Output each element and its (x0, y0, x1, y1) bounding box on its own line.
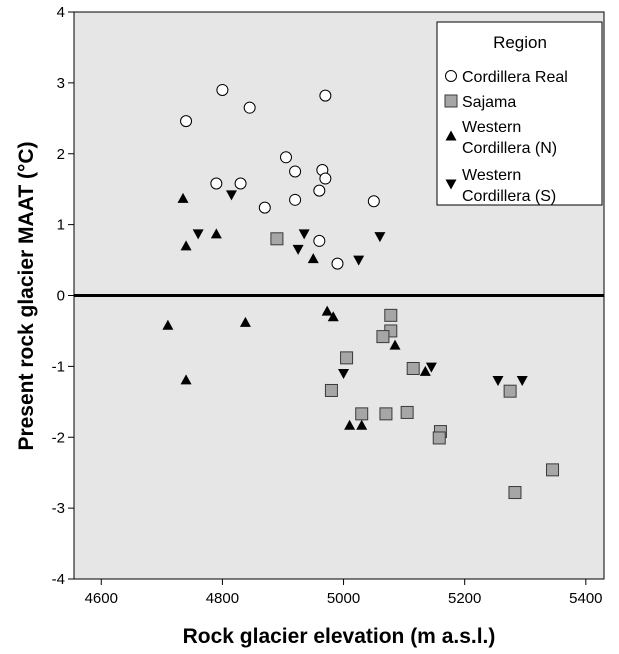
western-cordillera-n-point (356, 419, 368, 430)
cordillera-real-point (258, 201, 271, 214)
legend-label: Western (462, 119, 521, 136)
legend-title: Region (493, 33, 547, 52)
y-tick-label: 4 (57, 4, 65, 21)
legend-label: Cordillera (N) (462, 140, 557, 157)
cordillera-real-point (313, 184, 326, 197)
sajama-point (379, 407, 393, 421)
western-cordillera-n-point (344, 419, 356, 430)
cordillera-real-point (234, 177, 247, 190)
x-axis-title: Rock glacier elevation (m a.s.l.) (183, 625, 496, 648)
y-tick-label: -2 (52, 429, 65, 446)
axis-ticks: -4 -3 -2 -1 0 1 2 3 4 4600 4800 5000 5200 5400 (52, 4, 603, 607)
cordillera-real-point (367, 195, 380, 208)
legend-marker-circle (445, 70, 457, 82)
cordillera-real-point (216, 83, 229, 96)
x-tick-label: 4600 (85, 590, 118, 607)
western-cordillera-n-point (307, 253, 319, 264)
cordillera-real-point (331, 257, 344, 270)
western-cordillera-s-point (516, 376, 528, 387)
x-tick-label: 4800 (206, 590, 239, 607)
cordillera-real-point (289, 193, 302, 206)
western-cordillera-s-point (292, 244, 304, 255)
legend-label: Cordillera Real (462, 69, 568, 86)
y-tick-label: 1 (57, 217, 65, 234)
western-cordillera-n-point (327, 311, 339, 322)
legend-label: Sajama (462, 94, 516, 111)
sajama-point (406, 362, 420, 376)
western-cordillera-s-point (492, 376, 504, 387)
cordillera-real-point (313, 234, 326, 247)
sajama-point (270, 232, 284, 246)
sajama-point (340, 351, 354, 365)
sajama-point (432, 431, 446, 445)
western-cordillera-n-point (389, 339, 401, 350)
legend-label: Western (462, 167, 521, 184)
sajama-point (355, 407, 369, 421)
sajama-point (324, 383, 338, 397)
cordillera-real-point (180, 115, 193, 128)
legend-marker-triangle-down (445, 179, 457, 190)
western-cordillera-s-point (225, 190, 237, 201)
western-cordillera-s-point (298, 229, 310, 240)
legend-entries: Cordillera Real Sajama Western Cordillera (… (444, 69, 568, 205)
x-tick-label: 5200 (448, 590, 481, 607)
sajama-point (400, 405, 414, 419)
sajama-point (376, 330, 390, 344)
cordillera-real-point (280, 151, 292, 164)
legend-box (436, 21, 603, 206)
western-cordillera-s-point (353, 255, 365, 266)
cordillera-real-point (319, 89, 332, 102)
western-cordillera-s-point (425, 362, 437, 373)
cordillera-real-point (319, 172, 332, 185)
legend: Region Cordillera RealSajamaWesternCordi… (436, 21, 603, 206)
western-cordillera-n-point (210, 228, 222, 239)
y-tick-label: 3 (57, 75, 65, 92)
y-axis-title: Present rock glacier MAAT (°C) (15, 141, 38, 450)
cordillera-real-point (243, 101, 256, 114)
sajama-point (508, 486, 522, 500)
legend-marker-square (444, 94, 458, 108)
western-cordillera-n-point (162, 319, 174, 330)
cordillera-real-point (210, 177, 223, 190)
western-cordillera-n-point (321, 305, 333, 316)
y-tick-label: 0 (57, 288, 65, 305)
western-cordillera-s-point (338, 368, 350, 379)
western-cordillera-n-point (180, 374, 192, 385)
western-cordillera-n-point (419, 365, 431, 376)
y-tick-label: -1 (52, 358, 65, 375)
cordillera-real-point (289, 165, 302, 178)
western-cordillera-n-point (180, 240, 192, 251)
western-cordillera-s-point (192, 229, 204, 240)
y-tick-label: -4 (52, 571, 65, 588)
legend-label: Cordillera (S) (462, 188, 556, 205)
y-tick-label: 2 (57, 146, 65, 163)
data-points (162, 83, 560, 500)
x-tick-label: 5000 (327, 590, 360, 607)
sajama-point (546, 463, 560, 477)
x-tick-label: 5400 (569, 590, 602, 607)
legend-marker-triangle-up (445, 130, 457, 141)
western-cordillera-s-point (374, 232, 386, 243)
sajama-point (384, 308, 398, 322)
western-cordillera-n-point (177, 192, 189, 203)
sajama-point (503, 384, 517, 398)
western-cordillera-n-point (239, 316, 251, 327)
y-tick-label: -3 (52, 500, 65, 517)
